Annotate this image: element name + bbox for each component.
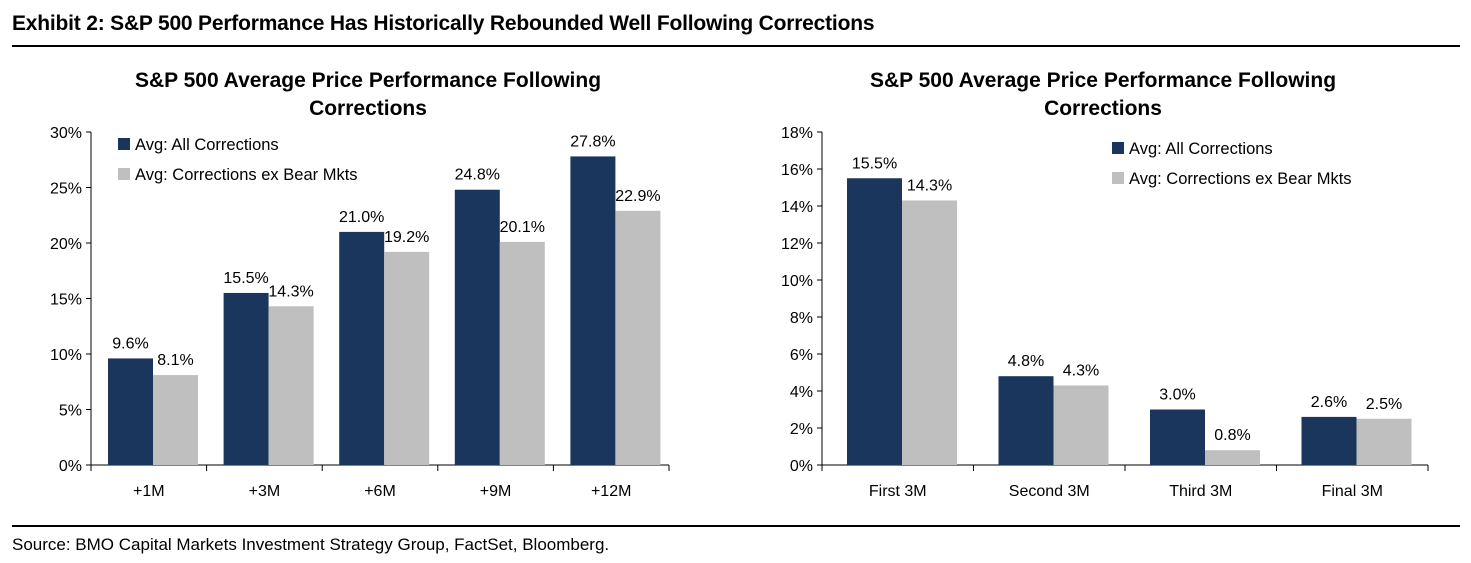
data-label: 24.8% [455, 167, 500, 184]
y-tick-label: 10% [781, 273, 813, 290]
bar-all-corrections [223, 292, 269, 465]
data-label: 15.5% [852, 155, 897, 172]
data-label: 2.6% [1311, 394, 1347, 411]
data-label: 14.3% [268, 283, 313, 300]
y-tick-label: 6% [790, 347, 813, 364]
y-tick-label: 18% [781, 125, 813, 142]
bar-all-corrections [847, 178, 902, 465]
y-tick-label: 0% [59, 458, 82, 475]
legend-swatch [118, 168, 130, 180]
bar-ex-bear-markets [1205, 450, 1260, 465]
chart-title-line: S&P 500 Average Price Performance Follow… [870, 69, 1336, 92]
y-tick-label: 20% [50, 236, 82, 253]
data-label: 4.3% [1063, 362, 1099, 379]
x-category-label: +3M [249, 483, 281, 500]
data-label: 2.5% [1366, 396, 1402, 413]
y-tick-label: 0% [790, 458, 813, 475]
chart-title-line: S&P 500 Average Price Performance Follow… [135, 69, 601, 92]
bar-ex-bear-markets [499, 241, 545, 465]
data-label: 27.8% [570, 133, 615, 150]
bar-all-corrections [108, 358, 153, 465]
x-category-label: Second 3M [1009, 483, 1090, 500]
bar-all-corrections [1150, 409, 1205, 465]
y-tick-label: 15% [50, 292, 82, 309]
legend-label: Avg: Corrections ex Bear Mkts [135, 166, 358, 184]
y-tick-label: 10% [50, 347, 82, 364]
chart-right: S&P 500 Average Price Performance Follow… [781, 69, 1429, 500]
bar-ex-bear-markets [268, 306, 314, 465]
data-label: 0.8% [1214, 427, 1250, 444]
legend-swatch [1112, 172, 1124, 184]
x-category-label: +12M [591, 483, 631, 500]
data-label: 15.5% [223, 270, 268, 287]
data-label: 8.1% [157, 352, 193, 369]
chart-title-line: Corrections [1044, 97, 1162, 120]
data-label: 4.8% [1008, 353, 1044, 370]
x-category-label: +9M [480, 483, 512, 500]
bar-all-corrections [570, 156, 616, 466]
bar-ex-bear-markets [902, 200, 957, 465]
bar-ex-bear-markets [1053, 385, 1109, 465]
data-label: 21.0% [339, 209, 384, 226]
bar-all-corrections [339, 231, 385, 465]
y-tick-label: 30% [50, 125, 82, 142]
y-tick-label: 25% [50, 181, 82, 198]
data-label: 20.1% [500, 219, 545, 236]
legend-label: Avg: Corrections ex Bear Mkts [1129, 170, 1352, 188]
data-label: 19.2% [384, 229, 429, 246]
y-tick-label: 8% [790, 310, 813, 327]
chart-left: S&P 500 Average Price Performance Follow… [50, 69, 670, 500]
legend-label: Avg: All Corrections [135, 136, 279, 154]
x-category-label: First 3M [869, 483, 927, 500]
y-tick-label: 12% [781, 236, 813, 253]
y-tick-label: 4% [790, 384, 813, 401]
source-note: Source: BMO Capital Markets Investment S… [12, 535, 610, 554]
x-category-label: +1M [133, 483, 165, 500]
legend-swatch [118, 138, 130, 150]
y-tick-label: 5% [59, 403, 82, 420]
bar-ex-bear-markets [615, 210, 661, 465]
bar-ex-bear-markets [153, 375, 198, 465]
bar-ex-bear-markets [1356, 418, 1412, 465]
bottom-rule [12, 525, 1460, 527]
bar-all-corrections [1301, 416, 1357, 465]
y-tick-label: 2% [790, 421, 813, 438]
x-category-label: Final 3M [1322, 483, 1383, 500]
data-label: 14.3% [907, 177, 952, 194]
y-tick-label: 14% [781, 199, 813, 216]
y-tick-label: 16% [781, 162, 813, 179]
x-category-label: Third 3M [1169, 483, 1232, 500]
bar-all-corrections [454, 189, 500, 465]
bar-all-corrections [998, 376, 1054, 465]
chart-title-line: Corrections [309, 97, 427, 120]
data-label: 9.6% [112, 335, 148, 352]
legend-swatch [1112, 142, 1124, 154]
data-label: 22.9% [615, 188, 660, 205]
legend-label: Avg: All Corrections [1129, 140, 1273, 158]
exhibit-title: Exhibit 2: S&P 500 Performance Has Histo… [12, 12, 875, 35]
x-category-label: +6M [364, 483, 396, 500]
bar-ex-bear-markets [384, 251, 430, 465]
data-label: 3.0% [1159, 387, 1195, 404]
top-rule [12, 45, 1460, 47]
